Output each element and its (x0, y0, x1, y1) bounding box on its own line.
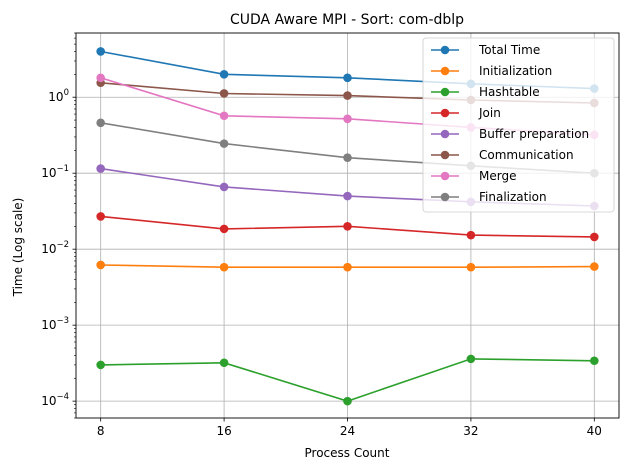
y-tick-label: 10−3 (41, 316, 69, 332)
data-point (219, 182, 229, 192)
legend-swatch-marker (440, 192, 450, 202)
data-point (343, 114, 352, 124)
data-point (219, 262, 229, 272)
y-tick-label: 10−4 (41, 392, 69, 408)
data-point (590, 356, 599, 366)
x-axis-label: Process Count (305, 446, 390, 460)
data-point (343, 91, 352, 100)
legend-swatch-marker (440, 45, 450, 55)
data-point (343, 153, 352, 162)
data-point (219, 89, 229, 98)
data-point (219, 224, 229, 234)
data-point (343, 396, 352, 406)
legend-box (422, 37, 615, 213)
x-tick-label: 32 (463, 424, 478, 438)
data-point (96, 73, 105, 83)
data-point (466, 262, 476, 272)
data-point (96, 212, 105, 221)
data-point (96, 164, 105, 173)
legend-label: Initialization (479, 64, 552, 78)
data-point (590, 262, 599, 271)
y-tick-label: 100 (48, 88, 69, 104)
data-point (96, 118, 105, 128)
x-axis-ticks: 8 16 24 32 40 (97, 418, 602, 438)
data-point (96, 360, 105, 370)
y-axis-label: Time (Log scale) (11, 198, 25, 298)
x-tick-label: 8 (97, 424, 105, 438)
legend-swatch-marker (440, 66, 450, 76)
legend-swatch-marker (440, 150, 450, 160)
legend-label: Buffer preparation (479, 127, 589, 141)
legend-label: Finalization (479, 190, 547, 204)
legend-label: Merge (479, 169, 516, 183)
data-point (96, 47, 105, 56)
x-tick-label: 24 (340, 424, 355, 438)
legend-swatch-marker (440, 87, 450, 97)
legend-swatch-marker (440, 129, 450, 139)
legend-label: Join (478, 106, 501, 120)
legend-label: Communication (479, 148, 574, 162)
data-point (590, 232, 599, 242)
x-tick-label: 16 (216, 424, 231, 438)
data-point (219, 139, 229, 148)
legend: Total Time Initialization Hashtable Join Buf… (422, 37, 615, 213)
data-point (466, 230, 476, 240)
legend-label: Hashtable (479, 85, 540, 99)
data-point (343, 191, 352, 201)
y-axis-ticks: 10−4 10−3 10−2 10−1 100 (41, 32, 76, 419)
legend-label: Total Time (478, 43, 540, 57)
data-point (343, 222, 352, 231)
chart-title: CUDA Aware MPI - Sort: com-dblp (230, 12, 464, 28)
y-tick-label: 10−2 (41, 240, 69, 256)
legend-swatch-marker (440, 171, 450, 181)
x-tick-label: 40 (587, 424, 602, 438)
legend-swatch-marker (440, 108, 450, 118)
data-point (343, 73, 352, 83)
data-point (96, 260, 105, 270)
y-tick-label: 10−1 (41, 164, 69, 180)
data-point (219, 111, 229, 121)
data-point (466, 354, 476, 364)
data-point (219, 70, 229, 79)
data-point (219, 358, 229, 368)
data-point (343, 262, 352, 272)
